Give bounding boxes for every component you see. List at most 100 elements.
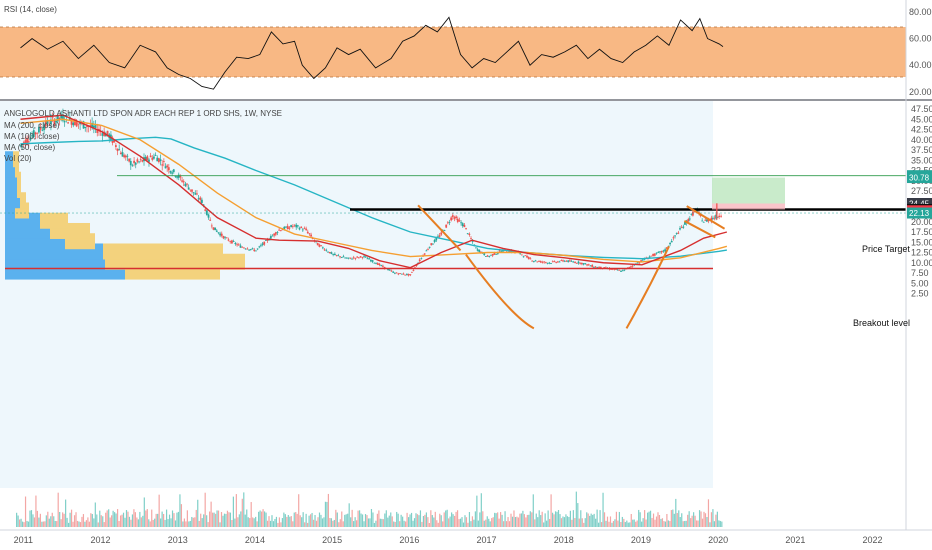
volume-bar (710, 512, 713, 527)
volume-bar (309, 514, 312, 527)
time-axis[interactable]: 2011 2012 2013 2014 2015 2016 2017 2018 2019 2020… (0, 529, 932, 545)
volume-bar (402, 516, 404, 527)
candle-body (375, 263, 377, 265)
candle-body (36, 132, 39, 134)
candle-body (101, 133, 104, 136)
candle-body (31, 135, 33, 137)
candle-body (96, 129, 99, 133)
volume-bar (670, 510, 672, 527)
candle-body (702, 221, 705, 223)
indicator-legend-item: MA (50, close) (4, 143, 55, 152)
volume-bar (269, 520, 272, 527)
volume-bar (458, 519, 460, 527)
candle-body (231, 240, 233, 244)
volume-bar (618, 511, 620, 527)
volume-profile-bar (103, 243, 223, 260)
volume-bar (451, 512, 453, 527)
indicator-legend: MA (200, close) MA (100, close) MA (50, cl… (4, 121, 60, 163)
volume-bar (290, 516, 292, 527)
volume-bar (502, 521, 505, 527)
time-tick-label: 2019 (631, 535, 651, 545)
volume-bar (378, 510, 380, 527)
volume-bar (105, 512, 107, 527)
volume-bar (36, 510, 39, 527)
volume-bar (400, 514, 402, 527)
candle-body (596, 267, 599, 268)
volume-bar (583, 522, 585, 527)
candle-body (475, 247, 477, 249)
volume-bar (148, 519, 150, 527)
volume-bar (100, 515, 102, 527)
candle-body (707, 219, 710, 222)
volume-bar (57, 492, 59, 527)
candle-body (335, 254, 338, 256)
candle-body (316, 242, 319, 246)
candle-body (354, 257, 357, 259)
volume-bar (682, 521, 684, 527)
candle-body (593, 266, 595, 268)
volume-bar (440, 515, 442, 527)
candle-body (364, 256, 367, 258)
volume-bar (222, 515, 224, 527)
volume-bar (655, 516, 658, 527)
candle-body (461, 223, 464, 227)
candle-body (623, 269, 626, 271)
candle-body (325, 249, 328, 251)
cup-curve-left (465, 253, 535, 330)
volume-bar (526, 514, 528, 527)
volume-bar (247, 517, 249, 527)
price-target-label: Price Target (862, 244, 910, 254)
candle-body (446, 222, 449, 224)
volume-bar (419, 510, 422, 527)
volume-bar (180, 504, 183, 527)
candle-body (55, 120, 57, 123)
candle-body (628, 266, 631, 268)
candle-body (344, 257, 347, 259)
candle-body (584, 263, 587, 265)
risk-zone (712, 203, 785, 210)
candle-body (687, 219, 690, 222)
candle-body (598, 267, 600, 268)
candle-body (186, 183, 188, 185)
volume-bar (562, 516, 564, 527)
time-tick-label: 2020 (708, 535, 728, 545)
volume-bar (489, 521, 491, 527)
candle-body (423, 253, 426, 255)
volume-bar (78, 521, 80, 527)
volume-bar (649, 510, 652, 527)
volume-bar (341, 511, 343, 527)
volume-bar (161, 511, 163, 527)
rsi-pane[interactable]: RSI (14, close) (0, 5, 906, 90)
volume-bar (38, 517, 40, 527)
candle-body (555, 262, 558, 263)
volume-bar (669, 521, 671, 527)
volume-bar (214, 513, 217, 527)
candle-body (258, 246, 261, 248)
candle-body (705, 219, 708, 222)
volume-bar (108, 509, 110, 527)
candle-body (273, 233, 276, 236)
volume-bar (347, 513, 349, 527)
volume-bar (305, 513, 307, 527)
candle-body (320, 245, 323, 247)
time-tick-label: 2021 (785, 535, 805, 545)
candle-body (406, 274, 408, 275)
volume-bar (210, 501, 212, 527)
volume-profile-bar (5, 161, 15, 178)
volume-bar (421, 521, 423, 527)
volume-bar (62, 512, 64, 527)
main-pane[interactable]: ANGLOGOLD ASHANTI LTD SPON ADR EACH REP … (0, 101, 906, 527)
volume-bar (91, 514, 93, 527)
volume-bar (491, 518, 493, 527)
candle-body (548, 262, 551, 264)
volume-bar (651, 517, 653, 527)
volume-bar (191, 516, 193, 527)
candle-body (19, 145, 22, 147)
candle-body (363, 255, 365, 257)
candle-body (486, 255, 489, 257)
candle-body (680, 227, 683, 229)
indicator-legend-item: MA (100, close) (4, 132, 60, 141)
volume-bar (433, 517, 435, 527)
